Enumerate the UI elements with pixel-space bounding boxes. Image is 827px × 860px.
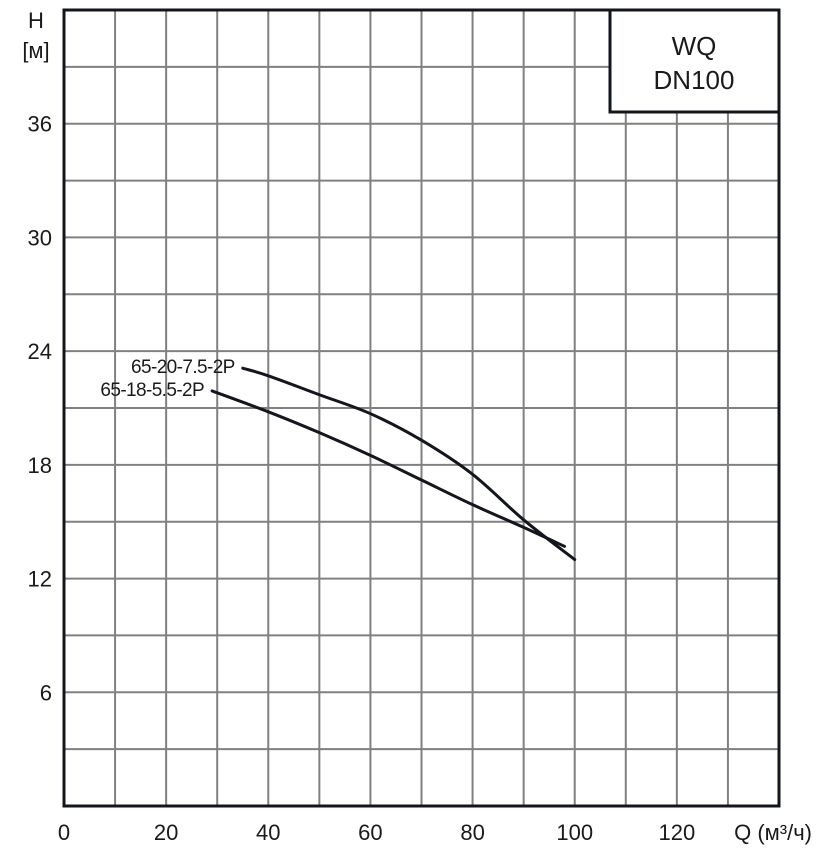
pump-curve-65-18-5.5-2P xyxy=(210,389,566,548)
y-tick-label: 12 xyxy=(28,567,52,592)
y-tick-label: 18 xyxy=(28,453,52,478)
x-axis-label: Q (м³/ч) xyxy=(734,820,812,845)
pump-curves xyxy=(210,366,577,562)
title-line-1: WQ xyxy=(672,31,717,61)
x-axis-tick-labels: 0 20 40 60 80 100 120 xyxy=(58,820,695,845)
x-tick-label: 120 xyxy=(658,820,695,845)
axes-frame xyxy=(62,8,781,808)
y-axis-label: H [м] xyxy=(22,8,49,63)
x-tick-label: 60 xyxy=(358,820,382,845)
y-axis-label-unit: [м] xyxy=(22,38,49,63)
y-tick-label: 30 xyxy=(28,225,52,250)
title-box: WQ DN100 xyxy=(608,8,781,114)
x-tick-label: 20 xyxy=(154,820,178,845)
y-axis-tick-labels: 6 12 18 24 30 36 xyxy=(28,112,52,706)
y-axis-label-symbol: H xyxy=(28,8,44,33)
x-tick-label: 40 xyxy=(256,820,280,845)
y-tick-label: 36 xyxy=(28,112,52,137)
series-label: 65-18-5.5-2P xyxy=(100,380,204,401)
y-tick-label: 6 xyxy=(40,680,52,705)
title-line-2: DN100 xyxy=(654,65,735,95)
plot-frame xyxy=(62,8,781,808)
series-label: 65-20-7.5-2P xyxy=(131,357,235,378)
x-tick-label: 80 xyxy=(460,820,484,845)
title-box-frame xyxy=(608,8,781,114)
x-tick-label: 100 xyxy=(556,820,593,845)
x-tick-label: 0 xyxy=(58,820,70,845)
pump-curve-65-20-7.5-2P xyxy=(241,366,577,562)
grid-lines xyxy=(64,10,779,806)
y-tick-label: 24 xyxy=(28,339,52,364)
